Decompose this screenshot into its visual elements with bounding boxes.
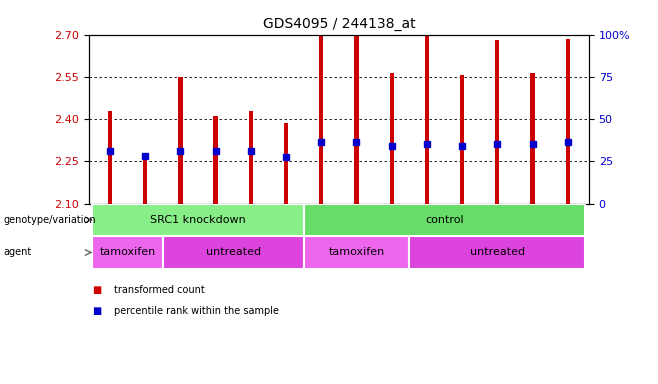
- Bar: [319, 36, 323, 204]
- Bar: [460, 75, 465, 204]
- Text: control: control: [425, 215, 464, 225]
- Text: untreated: untreated: [470, 247, 525, 258]
- Text: percentile rank within the sample: percentile rank within the sample: [114, 306, 279, 316]
- Text: transformed count: transformed count: [114, 285, 205, 295]
- Bar: [249, 111, 253, 204]
- Bar: [566, 39, 570, 204]
- Bar: [92, 236, 163, 269]
- Text: ■: ■: [92, 285, 101, 295]
- Bar: [390, 73, 393, 204]
- Text: agent: agent: [3, 247, 32, 258]
- Bar: [284, 123, 288, 204]
- Bar: [92, 204, 303, 236]
- Text: tamoxifen: tamoxifen: [328, 247, 385, 258]
- Text: tamoxifen: tamoxifen: [99, 247, 156, 258]
- Bar: [143, 156, 147, 204]
- Bar: [495, 40, 499, 204]
- Text: untreated: untreated: [206, 247, 261, 258]
- Text: genotype/variation: genotype/variation: [3, 215, 96, 225]
- Bar: [213, 116, 218, 204]
- Text: ■: ■: [92, 306, 101, 316]
- Bar: [409, 236, 586, 269]
- Bar: [355, 35, 359, 204]
- Bar: [163, 236, 303, 269]
- Bar: [530, 73, 535, 204]
- Title: GDS4095 / 244138_at: GDS4095 / 244138_at: [263, 17, 415, 31]
- Bar: [303, 204, 586, 236]
- Bar: [178, 77, 182, 204]
- Bar: [425, 35, 429, 204]
- Bar: [303, 236, 409, 269]
- Bar: [108, 111, 112, 204]
- Text: SRC1 knockdown: SRC1 knockdown: [150, 215, 246, 225]
